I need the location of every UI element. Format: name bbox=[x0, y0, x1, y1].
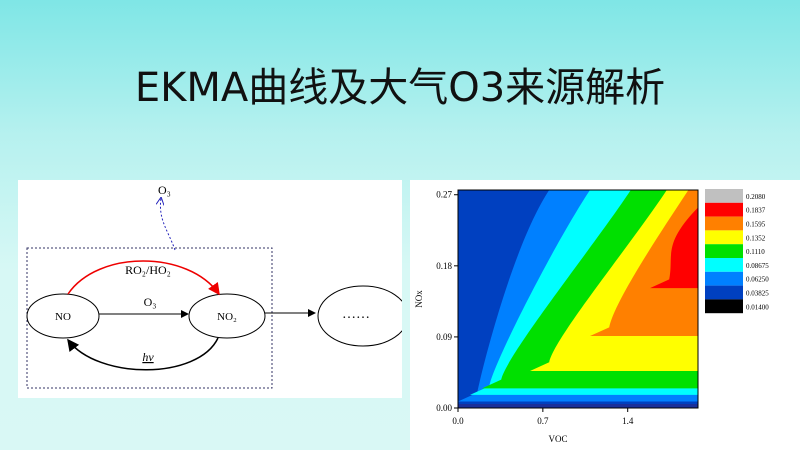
plot-frame bbox=[457, 189, 699, 409]
colorbar-box bbox=[705, 271, 743, 286]
chart: 0.2080 0.1837 0.1595 0.1352 0.1110 0.08675 0.0… bbox=[410, 180, 800, 450]
x-tick-label: 0.7 bbox=[537, 416, 549, 426]
x-tick-label: 0.0 bbox=[452, 416, 464, 426]
contour-band bbox=[458, 404, 698, 408]
y-axis-label: NOx bbox=[414, 290, 424, 308]
colorbar-box bbox=[705, 244, 743, 258]
node-label: …… bbox=[342, 307, 370, 322]
edge bbox=[67, 337, 219, 371]
colorbar-box bbox=[705, 202, 743, 217]
diagram: O₃ NO NO₂ …… RO₂/HO₂ O₃ hv bbox=[18, 180, 402, 398]
node bbox=[26, 293, 100, 339]
colorbar-box bbox=[705, 216, 743, 231]
colorbar-box bbox=[705, 230, 743, 245]
x-axis-label: VOC bbox=[548, 434, 567, 444]
node bbox=[188, 293, 266, 339]
slide-title: EKMA曲线及大气O3来源解析 bbox=[134, 65, 666, 111]
colorbar-label: 0.1352 bbox=[746, 234, 766, 242]
o3-arrow bbox=[160, 198, 176, 251]
node-label: NO bbox=[55, 311, 71, 323]
edge bbox=[67, 260, 220, 296]
colorbar-label: 0.1595 bbox=[746, 221, 766, 229]
y-tick-label: 0.18 bbox=[436, 261, 452, 271]
node-label: NO₂ bbox=[217, 311, 237, 323]
colorbar-box bbox=[705, 299, 743, 314]
colorbar-label: 0.1837 bbox=[746, 207, 766, 215]
edge-label: O₃ bbox=[144, 295, 157, 309]
node bbox=[317, 285, 402, 347]
colorbar-label: 0.06250 bbox=[746, 276, 769, 284]
edge-label: hv bbox=[142, 350, 154, 364]
colorbar-box bbox=[705, 285, 743, 300]
edge-label: RO₂/HO₂ bbox=[125, 263, 171, 277]
y-tick-label: 0.00 bbox=[436, 403, 452, 413]
top-label: O₃ bbox=[158, 183, 171, 197]
contour-band bbox=[650, 207, 698, 289]
colorbar-label: 0.1110 bbox=[746, 248, 765, 256]
colorbar-label: 0.03825 bbox=[746, 290, 769, 298]
colorbar-box bbox=[705, 258, 743, 272]
contour-band bbox=[590, 190, 698, 337]
y-tick-label: 0.09 bbox=[436, 332, 452, 342]
y-tick-label: 0.27 bbox=[436, 190, 452, 200]
x-tick-label: 1.4 bbox=[622, 416, 634, 426]
colorbar-label: 0.01400 bbox=[746, 303, 769, 311]
colorbar-label: 0.08675 bbox=[746, 262, 769, 270]
colorbar-box bbox=[705, 189, 743, 203]
colorbar-label: 0.2080 bbox=[746, 193, 766, 201]
